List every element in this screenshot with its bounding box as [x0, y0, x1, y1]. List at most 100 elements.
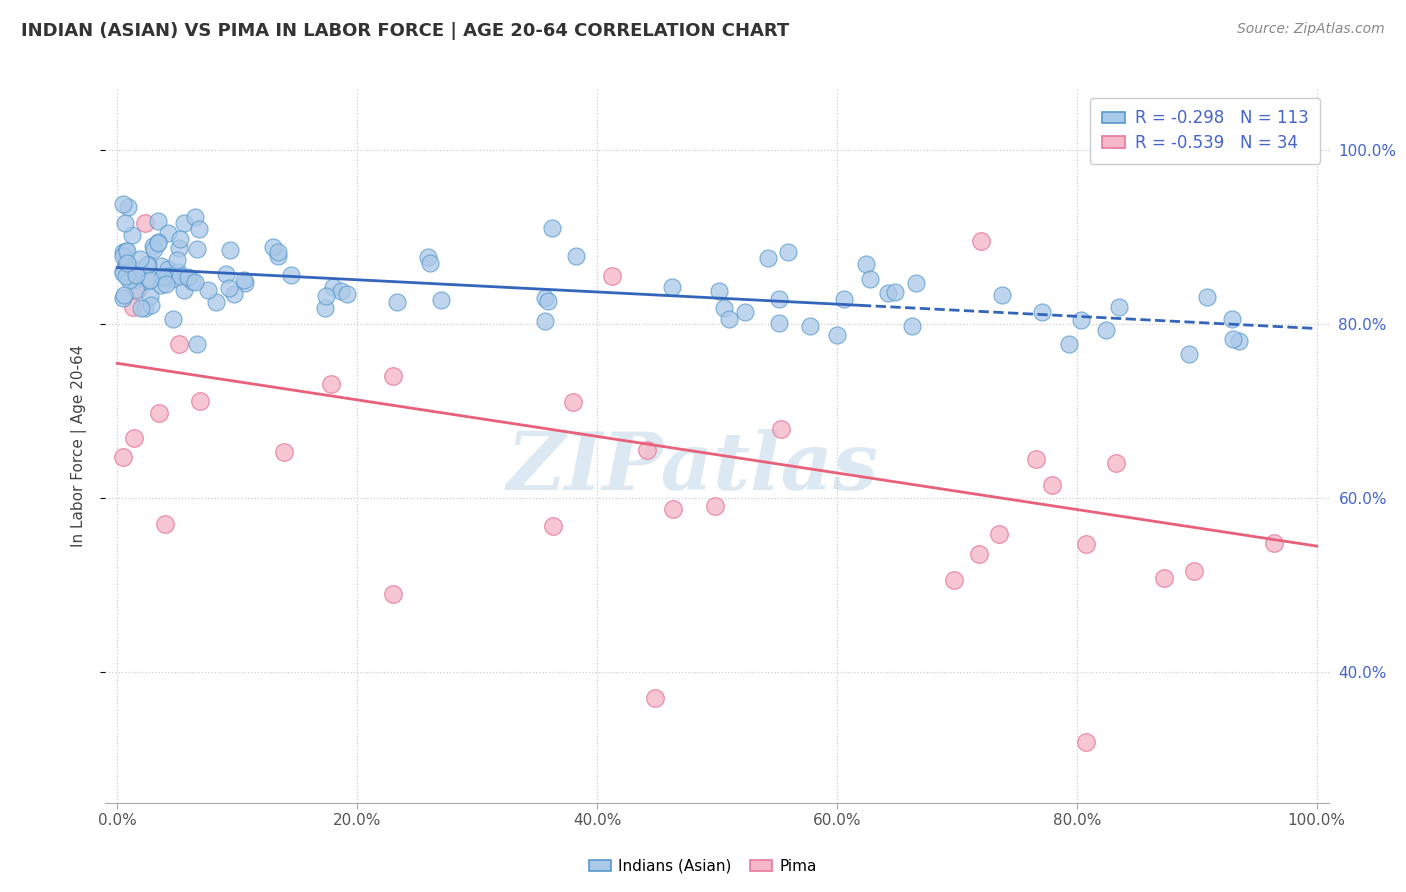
- Point: [267, 244, 290, 259]
- Point: [125, 262, 148, 277]
- Point: [273, 445, 295, 459]
- Point: [756, 251, 779, 265]
- Point: [124, 272, 146, 286]
- Point: [1263, 536, 1285, 550]
- Point: [713, 301, 735, 315]
- Point: [136, 257, 159, 271]
- Point: [122, 431, 145, 445]
- Point: [136, 274, 159, 288]
- Point: [233, 276, 256, 290]
- Point: [173, 283, 195, 297]
- Point: [167, 265, 190, 279]
- Point: [537, 293, 560, 308]
- Y-axis label: In Labor Force | Age 20-64: In Labor Force | Age 20-64: [72, 345, 87, 547]
- Point: [118, 273, 141, 287]
- Point: [1177, 347, 1199, 361]
- Point: [173, 216, 195, 230]
- Point: [1057, 337, 1080, 351]
- Legend: R = -0.298   N = 113, R = -0.539   N = 34: R = -0.298 N = 113, R = -0.539 N = 34: [1090, 97, 1320, 163]
- Point: [1104, 456, 1126, 470]
- Point: [266, 249, 288, 263]
- Point: [321, 377, 343, 392]
- Point: [1182, 564, 1205, 578]
- Point: [991, 288, 1014, 302]
- Point: [799, 319, 821, 334]
- Point: [562, 395, 585, 409]
- Point: [768, 292, 790, 306]
- Point: [121, 228, 143, 243]
- Point: [336, 287, 359, 301]
- Point: [876, 285, 898, 300]
- Point: [382, 368, 405, 383]
- Point: [1025, 451, 1047, 466]
- Point: [1153, 572, 1175, 586]
- Point: [718, 312, 741, 326]
- Point: [1095, 323, 1118, 337]
- Point: [280, 268, 302, 282]
- Point: [136, 258, 159, 272]
- Point: [534, 292, 557, 306]
- Point: [901, 318, 924, 333]
- Point: [1108, 301, 1130, 315]
- Point: [565, 249, 588, 263]
- Point: [205, 294, 228, 309]
- Point: [418, 250, 440, 264]
- Point: [112, 266, 135, 280]
- Point: [1195, 290, 1218, 304]
- Point: [834, 292, 856, 306]
- Point: [157, 226, 180, 240]
- Point: [186, 337, 208, 351]
- Point: [419, 256, 441, 270]
- Point: [970, 235, 993, 249]
- Point: [385, 294, 408, 309]
- Point: [122, 300, 145, 314]
- Point: [112, 291, 135, 305]
- Text: INDIAN (ASIAN) VS PIMA IN LABOR FORCE | AGE 20-64 CORRELATION CHART: INDIAN (ASIAN) VS PIMA IN LABOR FORCE | …: [21, 22, 789, 40]
- Point: [167, 241, 190, 255]
- Point: [184, 210, 207, 224]
- Point: [661, 280, 683, 294]
- Point: [156, 268, 179, 283]
- Point: [1042, 478, 1064, 492]
- Point: [1076, 735, 1098, 749]
- Point: [134, 301, 156, 315]
- Point: [1031, 305, 1053, 319]
- Point: [149, 278, 172, 293]
- Point: [734, 305, 756, 319]
- Point: [115, 268, 138, 283]
- Point: [160, 272, 183, 286]
- Point: [112, 245, 135, 260]
- Point: [534, 314, 557, 328]
- Point: [112, 450, 135, 465]
- Point: [162, 311, 184, 326]
- Point: [988, 527, 1011, 541]
- Point: [1070, 313, 1092, 327]
- Point: [322, 279, 344, 293]
- Point: [214, 268, 236, 282]
- Point: [183, 275, 205, 289]
- Point: [124, 268, 146, 283]
- Point: [661, 501, 683, 516]
- Point: [112, 197, 135, 211]
- Point: [218, 281, 240, 295]
- Point: [114, 216, 136, 230]
- Point: [129, 252, 152, 267]
- Point: [134, 216, 156, 230]
- Point: [148, 406, 170, 420]
- Point: [232, 273, 254, 287]
- Point: [169, 232, 191, 246]
- Text: Source: ZipAtlas.com: Source: ZipAtlas.com: [1237, 22, 1385, 37]
- Point: [1074, 537, 1097, 551]
- Point: [157, 269, 180, 284]
- Point: [644, 691, 666, 706]
- Point: [115, 244, 138, 258]
- Point: [167, 336, 190, 351]
- Point: [127, 282, 149, 296]
- Point: [855, 257, 877, 271]
- Point: [430, 293, 453, 307]
- Point: [1220, 311, 1243, 326]
- Point: [148, 236, 170, 251]
- Point: [636, 442, 658, 457]
- Point: [139, 289, 162, 303]
- Point: [218, 243, 240, 257]
